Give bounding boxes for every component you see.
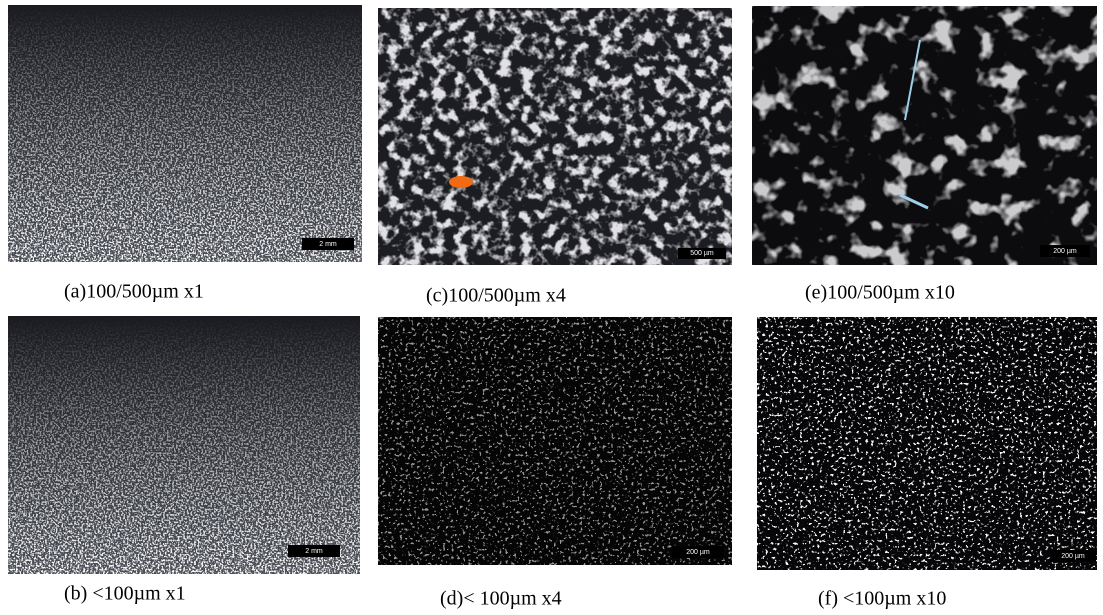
scale-label: 200 µm bbox=[1053, 248, 1077, 255]
micrograph-d bbox=[378, 317, 732, 565]
scale-label: 200 µm bbox=[686, 549, 710, 556]
scale-label: 500 µm bbox=[690, 250, 714, 257]
scale-label: 2 mm bbox=[305, 548, 323, 555]
micrograph-f bbox=[757, 317, 1097, 570]
micrograph-b bbox=[8, 316, 360, 574]
micrograph-c bbox=[378, 8, 732, 265]
caption: (f) <100µm x10 bbox=[818, 588, 946, 610]
micrograph-a bbox=[8, 5, 362, 262]
caption: (b) <100µm x1 bbox=[64, 583, 186, 605]
caption: (a)100/500µm x1 bbox=[64, 281, 204, 303]
caption: (e)100/500µm x10 bbox=[805, 282, 955, 304]
scale-label: 200 µm bbox=[1061, 553, 1085, 560]
micrograph-e bbox=[752, 6, 1097, 265]
figure: 2 mm 500 µm 200 µm 2 mm 200 µm 200 µm (a… bbox=[0, 0, 1103, 615]
caption: (c)100/500µm x4 bbox=[426, 285, 566, 307]
page: 2 mm 500 µm 200 µm 2 mm 200 µm 200 µm (a… bbox=[0, 0, 1103, 615]
scale-label: 2 mm bbox=[319, 241, 337, 248]
caption: (d)< 100µm x4 bbox=[440, 588, 562, 610]
